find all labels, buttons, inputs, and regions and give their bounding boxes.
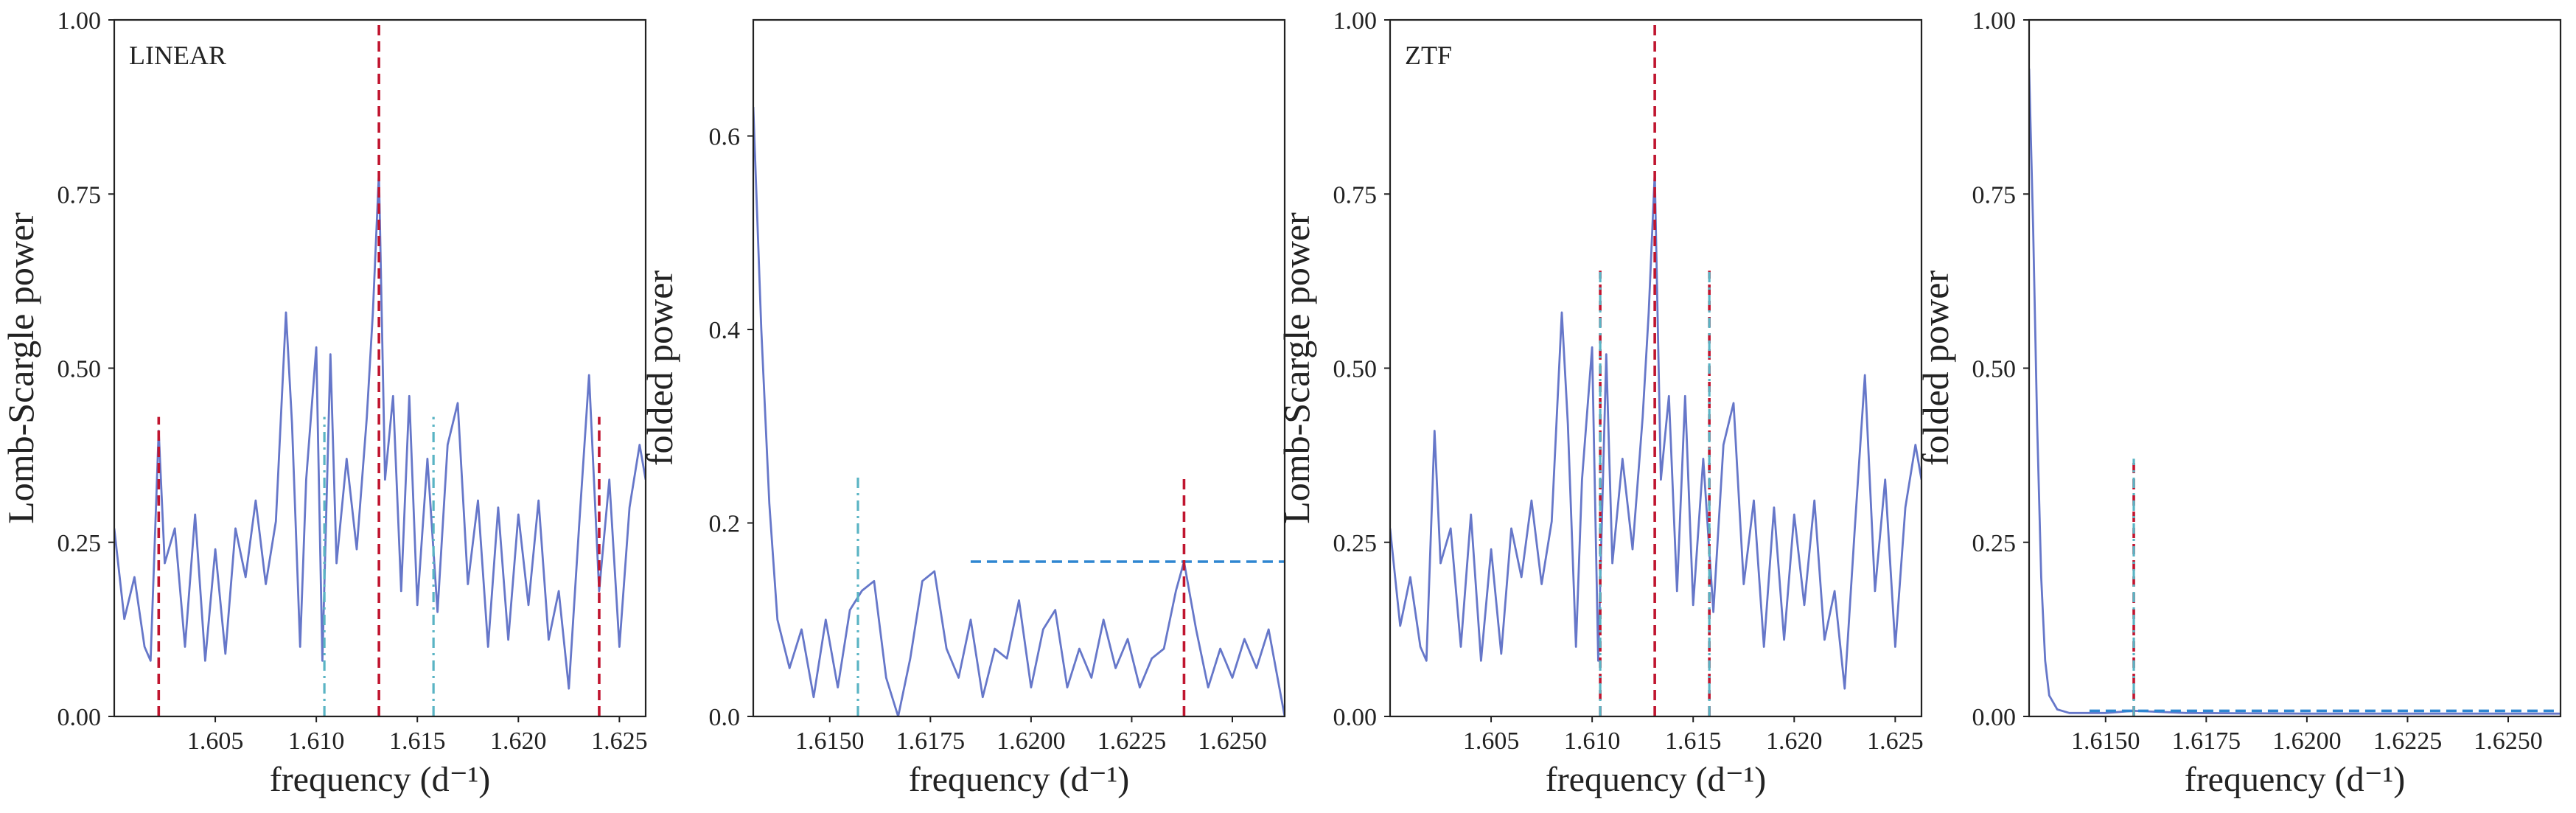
y-tick-label: 0.4 (709, 317, 741, 344)
y-tick-label: 0.00 (1333, 704, 1378, 731)
y-tick-label: 0.50 (1333, 356, 1378, 383)
x-tick-label: 1.605 (187, 727, 244, 755)
axes-frame (752, 18, 1286, 718)
axes-frame (2028, 18, 2562, 718)
x-tick-label: 1.615 (389, 727, 446, 755)
x-axis-label: frequency (d⁻¹) (1546, 760, 1767, 799)
y-tick-label: 1.00 (1333, 7, 1378, 35)
y-tick-label: 0.25 (1333, 530, 1378, 557)
y-tick-label: 1.00 (1972, 7, 2017, 35)
y-tick-label: 0.25 (57, 530, 102, 557)
x-tick-label: 1.620 (1766, 727, 1823, 755)
y-tick-label: 0.25 (1972, 530, 2017, 557)
plot-area (2029, 69, 2561, 716)
x-tick-label: 1.605 (1463, 727, 1520, 755)
series-line-1 (753, 107, 1285, 716)
series-line-1 (1390, 172, 1921, 690)
y-tick-label: 0.75 (57, 181, 102, 209)
x-tick-label: 1.6175 (896, 727, 966, 755)
y-axis-label: folded power (639, 271, 680, 467)
x-tick-label: 1.6250 (1198, 727, 1267, 755)
x-tick-label: 1.6150 (2071, 727, 2140, 755)
series-line-1 (2029, 69, 2561, 715)
x-tick-label: 1.610 (1564, 727, 1621, 755)
x-tick-label: 1.6175 (2172, 727, 2241, 755)
x-tick-label: 1.625 (591, 727, 648, 755)
plot-area (114, 20, 646, 716)
series-line-1 (114, 172, 646, 690)
y-tick-label: 0.00 (1972, 704, 2017, 731)
x-tick-label: 1.6225 (2373, 727, 2443, 755)
x-tick-label: 1.625 (1867, 727, 1924, 755)
y-tick-label: 0.2 (709, 511, 741, 538)
y-tick-label: 0.50 (1972, 356, 2017, 383)
dataset-label: ZTF (1405, 41, 1452, 70)
y-tick-label: 0.00 (57, 704, 102, 731)
chart-panel-4: 1.6150 1.6175 1.6200 1.6225 1.6250 0.00 0.25 0.… (1915, 7, 2562, 799)
y-axis-label: folded power (1915, 271, 1956, 467)
y-tick-label: 0.50 (57, 356, 102, 383)
chart-panel-3: 1.605 1.610 1.615 1.620 1.625 0.00 0.25 0.50 0.7… (1276, 7, 1924, 799)
y-tick-label: 0.75 (1333, 181, 1378, 209)
y-tick-label: 1.00 (57, 7, 102, 35)
y-axis-label: Lomb-Scargle power (1276, 212, 1317, 524)
x-axis-label: frequency (d⁻¹) (909, 760, 1130, 799)
x-tick-label: 1.6250 (2474, 727, 2543, 755)
dataset-label: LINEAR (129, 41, 226, 70)
y-tick-label: 0.75 (1972, 181, 2017, 209)
x-tick-label: 1.6200 (996, 727, 1066, 755)
x-tick-label: 1.6150 (795, 727, 865, 755)
x-tick-label: 1.620 (490, 727, 547, 755)
y-tick-label: 0.6 (709, 124, 741, 151)
plot-area (1390, 20, 1921, 716)
plot-area (753, 107, 1285, 716)
x-tick-label: 1.6225 (1097, 727, 1167, 755)
y-tick-label: 0.0 (709, 704, 741, 731)
chart-panel-2: 1.6150 1.6175 1.6200 1.6225 1.6250 0.0 0.2 0.4 0… (639, 18, 1286, 799)
x-tick-label: 1.615 (1665, 727, 1722, 755)
x-axis-label: frequency (d⁻¹) (2185, 760, 2406, 799)
chart-panel-1: 1.605 1.610 1.615 1.620 1.625 0.00 0.25 0.50 0.7… (0, 7, 648, 799)
x-axis-label: frequency (d⁻¹) (270, 760, 491, 799)
y-axis-label: Lomb-Scargle power (0, 212, 41, 524)
x-tick-label: 1.610 (288, 727, 345, 755)
x-tick-label: 1.6200 (2272, 727, 2342, 755)
